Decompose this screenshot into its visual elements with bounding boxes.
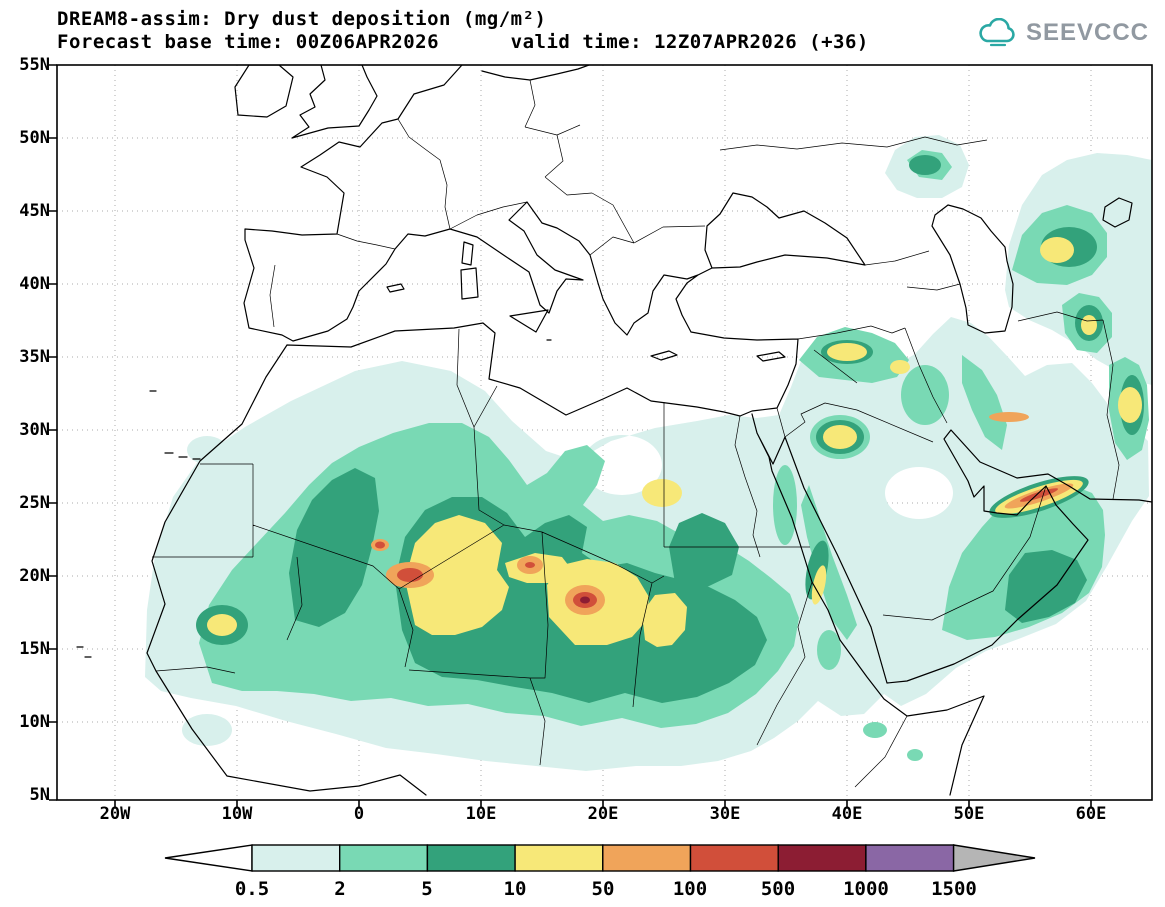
cloud-icon bbox=[979, 18, 1015, 47]
dust-level-10 bbox=[207, 614, 237, 636]
colorbar-segment bbox=[426, 844, 516, 872]
lat-label: 40N bbox=[19, 274, 50, 294]
lon-label: 10E bbox=[465, 804, 497, 824]
colorbar-label: 2 bbox=[334, 878, 346, 900]
lon-label: 0 bbox=[353, 804, 365, 824]
lat-label: 10N bbox=[19, 712, 50, 732]
lon-label: 10W bbox=[221, 804, 253, 824]
colorbar-segment bbox=[514, 844, 604, 872]
dust-level-0p5 bbox=[182, 714, 232, 746]
colorbar-segment bbox=[602, 844, 692, 872]
colorbar-label: 5 bbox=[421, 878, 433, 900]
colorbar-label: 0.5 bbox=[234, 878, 270, 900]
dust-level-0p5 bbox=[187, 436, 227, 464]
colorbar-label: 1500 bbox=[931, 878, 977, 900]
map-frame-group bbox=[49, 64, 1153, 808]
seevccc-logo: SEEVCCC bbox=[977, 18, 1149, 48]
dust-level-10 bbox=[642, 479, 682, 507]
logo-text: SEEVCCC bbox=[1025, 19, 1149, 46]
dust-region bbox=[525, 562, 535, 568]
lat-label: 45N bbox=[19, 201, 50, 221]
axis-ticks bbox=[49, 64, 1092, 808]
lon-label: 50E bbox=[953, 804, 985, 824]
map-frame bbox=[56, 64, 1153, 801]
country-borders bbox=[152, 79, 1120, 788]
dust-region bbox=[989, 412, 1029, 422]
colorbar bbox=[164, 844, 1036, 872]
lat-label: 20N bbox=[19, 566, 50, 586]
lat-label: 35N bbox=[19, 347, 50, 367]
lat-label: 15N bbox=[19, 639, 50, 659]
lon-label: 20W bbox=[99, 804, 131, 824]
dust-level-10 bbox=[1081, 315, 1097, 335]
lat-label: 25N bbox=[19, 493, 50, 513]
colorbar-label: 10 bbox=[503, 878, 527, 900]
colorbar-segment bbox=[338, 844, 429, 872]
lon-label: 40E bbox=[831, 804, 863, 824]
colorbar-arrow-right bbox=[952, 844, 1036, 872]
dust-level-2 bbox=[773, 465, 797, 545]
dust-level-10 bbox=[1040, 237, 1074, 263]
dust-level-10 bbox=[1118, 387, 1142, 423]
colorbar-segment bbox=[251, 844, 341, 872]
dust-level-10 bbox=[890, 360, 910, 374]
lat-label: 55N bbox=[19, 55, 50, 75]
dust-level-10 bbox=[405, 515, 687, 647]
lat-label: 50N bbox=[19, 128, 50, 148]
colorbar-segment bbox=[777, 844, 867, 872]
colorbar-label: 100 bbox=[672, 878, 708, 900]
dust-level-2 bbox=[907, 749, 923, 761]
colorbar-label: 500 bbox=[760, 878, 796, 900]
dust-level-10 bbox=[827, 343, 867, 361]
page-title: DREAM8-assim: Dry dust deposition (mg/m²… bbox=[57, 8, 547, 30]
colorbar-arrow-left bbox=[164, 844, 253, 872]
dust-level-2 bbox=[817, 630, 841, 670]
dust-level-5 bbox=[909, 155, 941, 175]
colorbar-segment bbox=[689, 844, 779, 872]
dust-level-2 bbox=[863, 722, 887, 738]
lon-label: 30E bbox=[709, 804, 741, 824]
lat-label: 5N bbox=[29, 785, 50, 805]
lon-label: 60E bbox=[1075, 804, 1107, 824]
lon-label: 20E bbox=[587, 804, 619, 824]
dust-level-10 bbox=[823, 425, 857, 449]
dust-contours bbox=[145, 135, 1152, 771]
dust-region bbox=[375, 541, 385, 549]
forecast-time-line: Forecast base time: 00Z06APR2026 valid t… bbox=[57, 31, 869, 53]
dust-level-10 bbox=[811, 565, 827, 605]
dust-level-2 bbox=[901, 365, 949, 425]
colorbar-label: 1000 bbox=[843, 878, 889, 900]
dust-region bbox=[397, 568, 423, 582]
colorbar-label: 50 bbox=[591, 878, 615, 900]
dust-level-500 bbox=[580, 596, 590, 604]
lat-label: 30N bbox=[19, 420, 50, 440]
colorbar-segment bbox=[865, 844, 955, 872]
dust-level-5 bbox=[289, 468, 1087, 703]
